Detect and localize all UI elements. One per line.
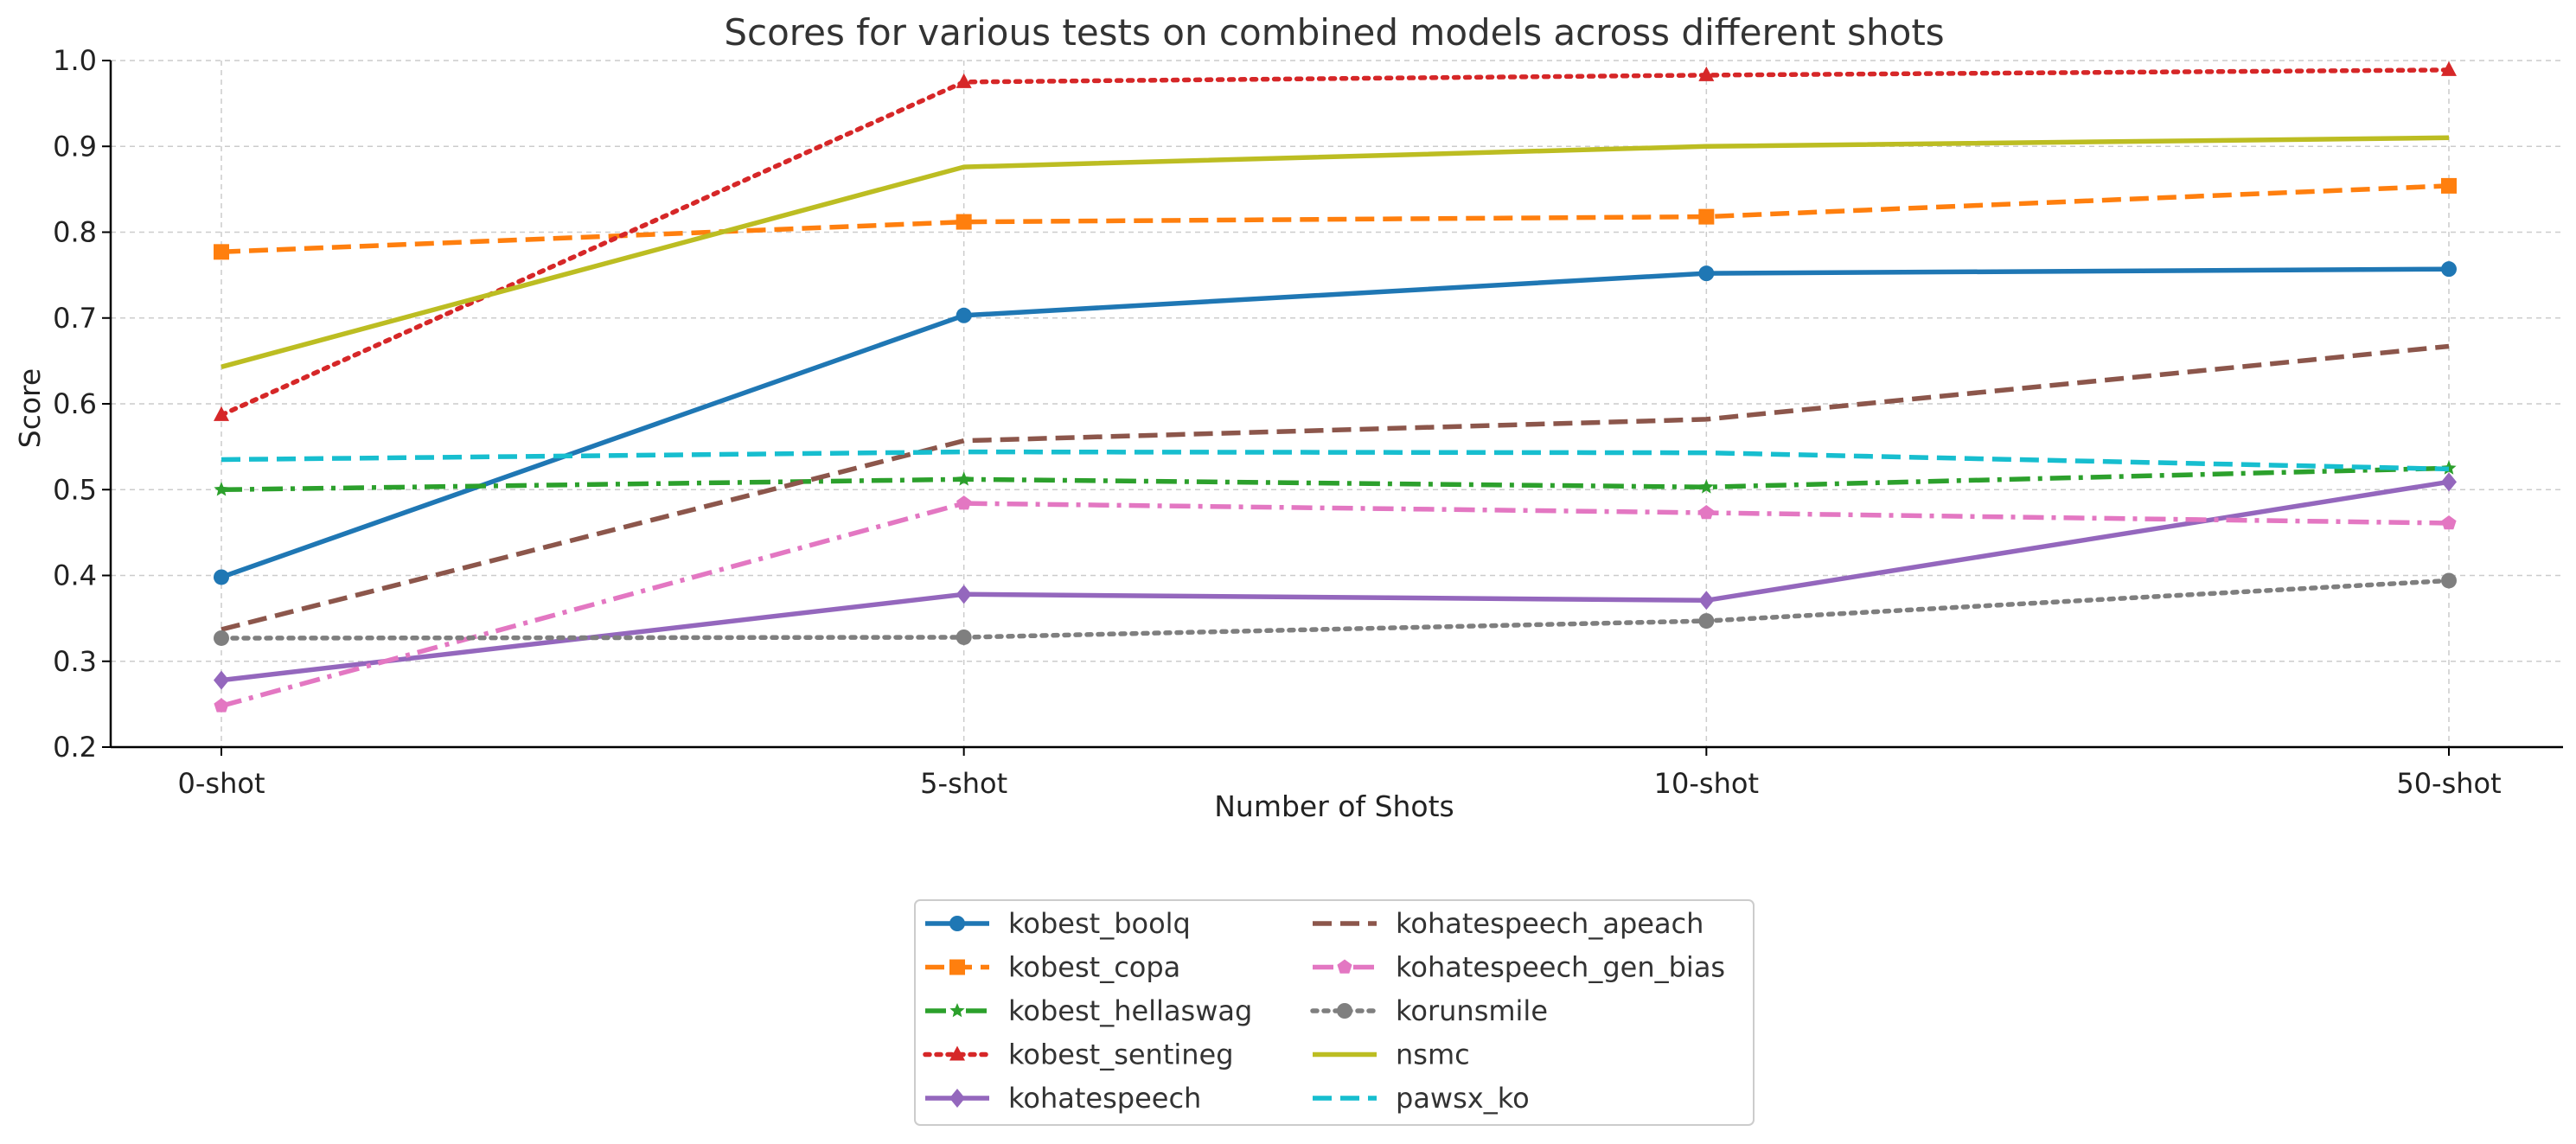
- legend-label: kohatespeech_gen_bias: [1396, 951, 1725, 984]
- x-tick-label: 50-shot: [2396, 767, 2501, 800]
- series-kobest_hellaswag: [214, 460, 2457, 496]
- legend-marker-korunsmile: [1337, 1003, 1352, 1019]
- chart-title: Scores for various tests on combined mod…: [724, 11, 1944, 54]
- y-tick-label: 0.3: [53, 645, 97, 678]
- data-point-kohatespeech_gen_bias: [214, 698, 229, 713]
- legend-label: kobest_sentineg: [1008, 1039, 1234, 1071]
- series-kobest_boolq: [214, 261, 2457, 585]
- legend-label: kohatespeech: [1008, 1082, 1201, 1115]
- series-line-kohatespeech: [221, 479, 2450, 683]
- data-point-kohatespeech_gen_bias: [1698, 505, 1714, 520]
- data-point-kobest_sentineg: [214, 406, 229, 421]
- y-tick-label: 0.8: [53, 216, 97, 249]
- series-line-kobest_copa: [221, 183, 2450, 255]
- series-line-korunsmile: [219, 578, 2451, 641]
- series-korunsmile: [214, 572, 2457, 646]
- y-tick-label: 0.4: [53, 559, 97, 592]
- series-kohatespeech_apeach: [221, 343, 2450, 632]
- legend-label: nsmc: [1396, 1039, 1470, 1071]
- data-point-kobest_hellaswag: [214, 482, 229, 496]
- y-tick-label: 0.6: [53, 387, 97, 420]
- data-point-kohatespeech: [2441, 472, 2457, 492]
- legend-label: kobest_hellaswag: [1008, 994, 1252, 1027]
- data-point-kobest_hellaswag: [1698, 479, 1714, 494]
- axes: [102, 60, 2563, 756]
- data-point-kobest_sentineg: [1698, 66, 1715, 81]
- legend-marker-kohatespeech_gen_bias: [1337, 959, 1352, 974]
- data-point-kobest_sentineg: [2441, 61, 2457, 76]
- data-point-kobest_sentineg: [956, 73, 972, 88]
- y-tick-label: 0.9: [53, 130, 97, 163]
- legend-entry-kobest_copa: kobest_copa: [925, 951, 1180, 984]
- legend-entry-kohatespeech: kohatespeech: [925, 1082, 1201, 1115]
- data-point-kohatespeech: [956, 585, 972, 604]
- y-tick-label: 1.0: [53, 44, 97, 77]
- grid: [111, 60, 2563, 748]
- series-kobest_copa: [214, 177, 2457, 260]
- data-point-korunsmile: [956, 629, 972, 645]
- series-line-nsmc: [221, 135, 2450, 369]
- data-point-korunsmile: [1698, 613, 1715, 630]
- data-point-kobest_boolq: [214, 569, 229, 585]
- series-lines: [214, 61, 2457, 713]
- legend: kobest_boolqkobest_copakobest_hellaswagk…: [914, 899, 1755, 1126]
- data-point-korunsmile: [2441, 572, 2457, 589]
- x-tick-label: 10-shot: [1654, 767, 1759, 800]
- legend-label: kobest_boolq: [1008, 907, 1191, 940]
- legend-marker-kobest_hellaswag: [949, 1003, 965, 1018]
- legend-marker-kohatespeech: [949, 1089, 965, 1108]
- data-point-kohatespeech: [1698, 591, 1715, 610]
- data-point-kohatespeech_gen_bias: [2441, 515, 2457, 530]
- data-point-kohatespeech: [214, 670, 229, 690]
- x-axis-label: Number of Shots: [1214, 789, 1454, 823]
- data-point-kobest_boolq: [956, 307, 972, 323]
- legend-label: pawsx_ko: [1396, 1082, 1530, 1115]
- legend-entry-kobest_boolq: kobest_boolq: [925, 907, 1191, 940]
- legend-entry-kohatespeech_apeach: kohatespeech_apeach: [1313, 907, 1703, 940]
- data-point-korunsmile: [214, 630, 229, 646]
- data-point-kohatespeech_gen_bias: [956, 495, 972, 510]
- y-tick-label: 0.7: [53, 302, 97, 335]
- series-line-kohatespeech_gen_bias: [221, 501, 2450, 709]
- series-line-kobest_sentineg: [219, 67, 2451, 418]
- series-line-kohatespeech_apeach: [221, 343, 2450, 632]
- legend-marker-kobest_sentineg: [949, 1045, 965, 1061]
- legend-entry-korunsmile: korunsmile: [1310, 994, 1548, 1027]
- legend-entry-kobest_hellaswag: kobest_hellaswag: [925, 994, 1252, 1027]
- series-line-kobest_hellaswag: [221, 465, 2450, 493]
- y-axis-label: Score: [13, 368, 47, 448]
- legend-label: kobest_copa: [1008, 951, 1180, 984]
- series-line-kobest_boolq: [221, 266, 2450, 580]
- data-point-kobest_copa: [1698, 208, 1715, 225]
- data-point-kobest_copa: [214, 244, 229, 260]
- y-tick-label: 0.5: [53, 473, 97, 506]
- legend-entry-kohatespeech_gen_bias: kohatespeech_gen_bias: [1313, 951, 1725, 984]
- y-tick-label: 0.2: [53, 731, 97, 764]
- legend-marker-kobest_boolq: [949, 916, 965, 931]
- data-point-kobest_boolq: [2441, 261, 2457, 278]
- data-point-kobest_hellaswag: [956, 471, 972, 486]
- x-tick-label: 5-shot: [920, 767, 1007, 800]
- series-kohatespeech_gen_bias: [214, 495, 2457, 713]
- legend-marker-kobest_copa: [949, 959, 965, 975]
- series-pawsx_ko: [221, 449, 2450, 472]
- series-kohatespeech: [214, 472, 2457, 690]
- legend-entry-pawsx_ko: pawsx_ko: [1313, 1082, 1530, 1115]
- legend-label: kohatespeech_apeach: [1396, 907, 1703, 940]
- data-point-kobest_copa: [956, 214, 972, 230]
- x-tick-label: 0-shot: [178, 767, 265, 800]
- data-point-kobest_boolq: [1698, 265, 1715, 282]
- legend-entry-nsmc: nsmc: [1313, 1039, 1470, 1071]
- series-nsmc: [221, 135, 2450, 369]
- legend-label: korunsmile: [1396, 994, 1548, 1027]
- series-kobest_sentineg: [214, 61, 2457, 421]
- legend-entry-kobest_sentineg: kobest_sentineg: [923, 1039, 1234, 1071]
- series-line-pawsx_ko: [221, 449, 2450, 472]
- tick-labels: 0.2 0.3 0.4 0.5 0.6 0.7 0.8 0.9 1.0 0-shot 5-shot 1…: [53, 44, 2502, 800]
- data-point-kobest_copa: [2441, 177, 2457, 194]
